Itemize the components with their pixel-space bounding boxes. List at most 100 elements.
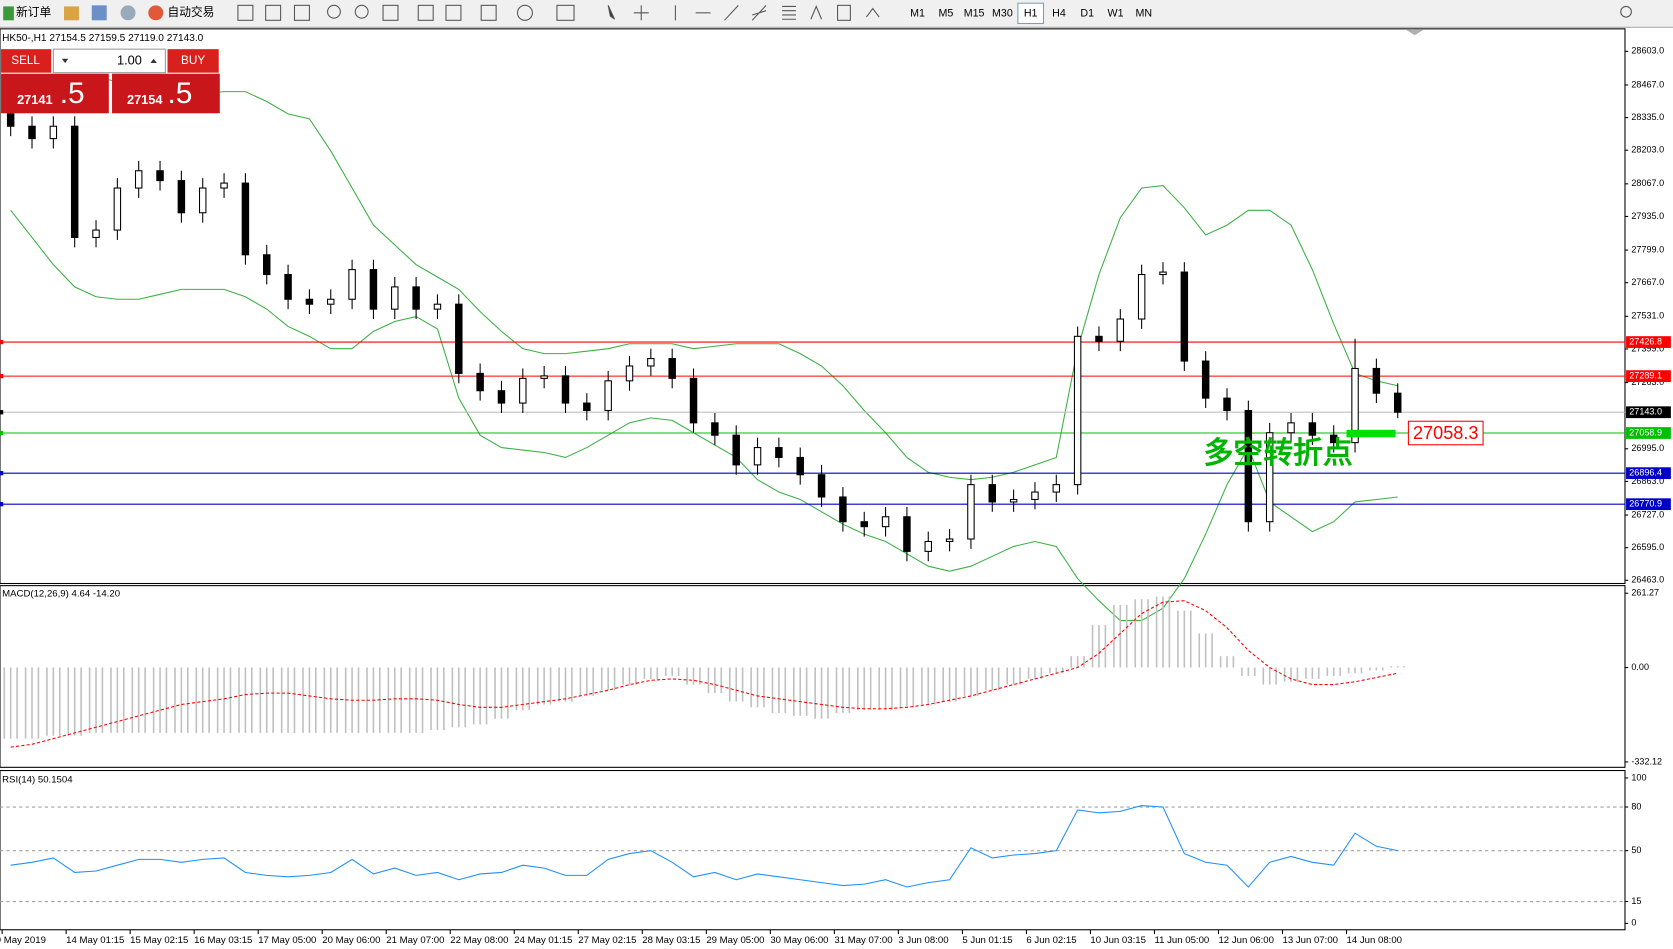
candle-tool[interactable] (265, 4, 282, 21)
level-label-bg (1626, 336, 1671, 348)
zoom-in[interactable] (327, 4, 341, 19)
panel-title: MACD(12,26,9) 4.64 -14.20 (2, 589, 120, 600)
price-box-text: 27058.3 (1413, 423, 1479, 443)
new-order-button[interactable]: 新订单 (16, 5, 51, 19)
autoscroll[interactable] (417, 4, 434, 21)
x-tick-label: 14 Jun 08:00 (1347, 935, 1403, 946)
label-tool[interactable] (837, 4, 851, 21)
tool-icon[interactable] (91, 5, 107, 21)
sell-button[interactable]: SELL (11, 54, 40, 67)
chart-header: HK50-,H1 27154.5 27159.5 27119.0 27143.0 (2, 33, 204, 44)
candle-body (177, 180, 186, 214)
candle-body (732, 434, 740, 466)
volume-value[interactable]: 1.00 (117, 52, 142, 67)
timeframe-button[interactable]: MN (1136, 8, 1153, 20)
text-tool[interactable] (810, 5, 823, 20)
cursor-tool[interactable] (607, 5, 616, 20)
level-label-bg (1626, 467, 1671, 480)
x-tick-label: 28 May 03:15 (642, 935, 700, 946)
x-tick-label: 6 Jun 02:15 (1026, 935, 1076, 946)
candle-body (839, 496, 847, 523)
auto-trade-icon[interactable] (148, 5, 164, 21)
candle-body (1329, 434, 1338, 444)
volume-down[interactable] (61, 58, 69, 64)
buy-price-fraction[interactable]: .5 (168, 77, 193, 110)
y-tick-label: 26463.0 (1631, 575, 1664, 585)
toolbar-bg (0, 0, 1673, 27)
new-order-icon[interactable] (3, 6, 14, 21)
x-tick-label: 27 May 02:15 (578, 935, 636, 946)
bar-chart-tool[interactable] (237, 4, 254, 21)
candle-body (967, 484, 975, 540)
x-tick-label: 30 May 06:00 (770, 935, 828, 946)
tile-windows[interactable] (382, 4, 399, 21)
candle-body (391, 286, 399, 310)
auto-trade-button[interactable]: 自动交易 (168, 5, 215, 19)
indicators[interactable] (480, 4, 497, 21)
timeframe-button[interactable]: M1 (910, 8, 925, 20)
timeframe-button[interactable]: H1 (1024, 8, 1038, 20)
level-marker (0, 471, 4, 476)
candle-body (1372, 367, 1381, 394)
buy-price[interactable]: 27154 (127, 92, 163, 107)
timeframe-active[interactable] (1017, 2, 1045, 25)
timeframe-button[interactable]: M30 (992, 8, 1013, 20)
candle-body (433, 303, 442, 310)
trendline-tool[interactable] (724, 4, 739, 21)
tool-icon[interactable] (64, 6, 79, 21)
search[interactable] (1620, 5, 1632, 18)
timeframe-button[interactable]: M15 (964, 8, 985, 20)
signal-bar (1346, 429, 1396, 438)
arrows-tool[interactable] (865, 7, 880, 18)
candle-body (348, 269, 356, 300)
candle-body (924, 540, 932, 552)
level-label-bg (1626, 406, 1671, 419)
channel-tool[interactable] (751, 4, 767, 21)
y-tick-label: 261.27 (1631, 588, 1659, 598)
crosshair-tool[interactable] (633, 5, 649, 21)
timeframe-bar: M1 M5 M15 M30 H1 H4 D1 W1 MN (910, 2, 1153, 25)
level-label-bg (1626, 427, 1671, 439)
line-tool[interactable] (293, 4, 310, 21)
periods[interactable] (516, 4, 533, 21)
sell-price-box[interactable] (1, 73, 109, 114)
sell-price[interactable]: 27141 (17, 92, 53, 107)
macd-panel (0, 585, 1626, 768)
buy-button[interactable]: BUY (181, 54, 205, 67)
candle-body (70, 125, 79, 239)
fibo-tool[interactable] (782, 5, 796, 20)
timeframe-button[interactable]: D1 (1080, 8, 1094, 20)
rsi-chart: RSI(14) 50.1504 100 80 50 15 0 (0, 772, 1647, 928)
buy-price-box[interactable] (112, 73, 220, 114)
panel-title: RSI(14) 50.1504 (2, 775, 73, 786)
timeframe-button[interactable]: M5 (938, 8, 953, 20)
candle-body (1201, 360, 1210, 399)
candle-body (561, 375, 570, 404)
candle-body (113, 187, 122, 231)
candle-body (1244, 409, 1253, 523)
bollinger-band (10, 76, 1398, 481)
x-tick-label: 15 May 02:15 (130, 935, 188, 946)
sell-button-bg[interactable] (1, 49, 52, 73)
one-click-trading: SELL 1.00 BUY 27141 .5 27154 .5 (1, 48, 220, 114)
buy-button-bg[interactable] (167, 49, 219, 73)
volume-up[interactable] (150, 58, 157, 64)
candle-body (1009, 498, 1018, 503)
sell-price-fraction[interactable]: .5 (60, 77, 85, 110)
zoom-out[interactable] (354, 4, 369, 19)
tool-icon[interactable] (120, 5, 136, 21)
candle-body (241, 182, 250, 256)
chart-shift[interactable] (445, 4, 462, 21)
candle-body (775, 447, 783, 458)
timeframe-button[interactable]: W1 (1108, 8, 1124, 20)
rsi-line (10, 805, 1398, 888)
timeframe-button[interactable]: H4 (1052, 8, 1066, 20)
level-marker (0, 430, 4, 436)
templates[interactable] (556, 4, 575, 21)
candle-body (817, 474, 826, 498)
x-tick-label: 11 Jun 05:00 (1154, 935, 1209, 946)
volume-field[interactable] (52, 48, 166, 74)
candle-body (497, 390, 506, 404)
